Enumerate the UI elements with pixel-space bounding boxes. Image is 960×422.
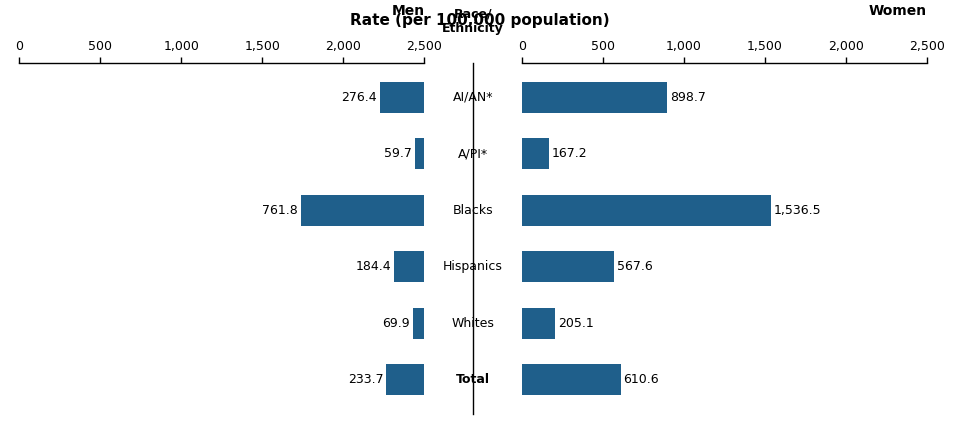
Text: 567.6: 567.6 <box>616 260 653 273</box>
Bar <box>387 364 424 395</box>
Text: 59.7: 59.7 <box>384 147 412 160</box>
Bar <box>395 251 424 282</box>
Bar <box>521 138 549 169</box>
Text: 69.9: 69.9 <box>382 316 410 330</box>
Bar <box>521 82 667 113</box>
Bar <box>521 195 771 226</box>
Text: 184.4: 184.4 <box>356 260 392 273</box>
Text: A/PI*: A/PI* <box>458 147 488 160</box>
Text: 233.7: 233.7 <box>348 373 384 386</box>
Text: 205.1: 205.1 <box>558 316 593 330</box>
Text: 610.6: 610.6 <box>624 373 660 386</box>
Text: Rate (per 100,000 population): Rate (per 100,000 population) <box>350 13 610 28</box>
Bar <box>521 251 613 282</box>
Bar <box>300 195 424 226</box>
Text: Blacks: Blacks <box>453 204 493 216</box>
Bar <box>415 138 424 169</box>
Text: 276.4: 276.4 <box>341 91 376 104</box>
Bar <box>379 82 424 113</box>
Text: 1,536.5: 1,536.5 <box>774 204 822 216</box>
Text: Whites: Whites <box>451 316 494 330</box>
Text: Total: Total <box>456 373 490 386</box>
Text: 761.8: 761.8 <box>262 204 298 216</box>
Bar <box>521 364 621 395</box>
Bar <box>521 308 555 339</box>
Text: Men: Men <box>392 4 424 18</box>
Bar <box>413 308 424 339</box>
Text: Hispanics: Hispanics <box>444 260 503 273</box>
Text: Women: Women <box>869 4 927 18</box>
Text: Race/
Ethnicity: Race/ Ethnicity <box>443 7 504 35</box>
Text: AI/AN*: AI/AN* <box>453 91 493 104</box>
Text: 167.2: 167.2 <box>552 147 588 160</box>
Text: 898.7: 898.7 <box>670 91 707 104</box>
